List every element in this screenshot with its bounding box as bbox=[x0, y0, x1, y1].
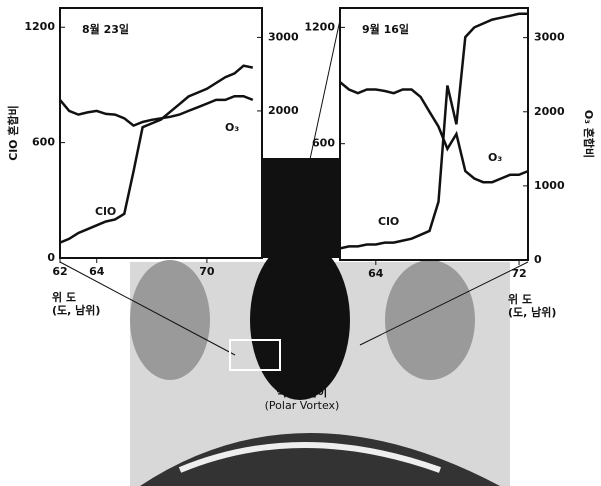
y-axis-label: ClO 혼합비 bbox=[6, 105, 20, 160]
vortex-column bbox=[262, 158, 340, 258]
y2-tick-label: 3000 bbox=[268, 30, 299, 43]
caption: 극소용돌이 bbox=[277, 385, 328, 399]
x-axis-label: 위 도 bbox=[508, 293, 532, 306]
vortex-core bbox=[250, 240, 350, 400]
x-axis-label: (도, 남위) bbox=[508, 306, 556, 319]
y2-tick-label: 0 bbox=[534, 253, 542, 266]
y2-axis-label: O₃ 혼합비 bbox=[582, 110, 596, 158]
x-tick-label: 64 bbox=[368, 267, 384, 280]
y-tick-label: 0 bbox=[47, 251, 55, 264]
x-tick-label: 70 bbox=[199, 265, 215, 278]
figure: 극소용돌이 (Polar Vortex) 8월 23일 0 600 1200 2000 3… bbox=[0, 0, 601, 486]
y2-tick-label: 3000 bbox=[534, 31, 565, 44]
x-tick-label: 64 bbox=[89, 265, 105, 278]
x-tick-label: 62 bbox=[52, 265, 67, 278]
y-tick-label: 1200 bbox=[304, 20, 335, 33]
y-tick-label: 600 bbox=[312, 137, 335, 150]
image-shade bbox=[385, 260, 475, 380]
x-axis-label: (도, 남위) bbox=[52, 304, 100, 317]
series-label: O₃ bbox=[488, 151, 502, 164]
y2-tick-label: 2000 bbox=[268, 104, 299, 117]
series-label: O₃ bbox=[225, 121, 239, 134]
caption: (Polar Vortex) bbox=[265, 399, 340, 412]
chart-title: 9월 16일 bbox=[362, 22, 409, 36]
y2-tick-label: 2000 bbox=[534, 105, 565, 118]
y2-tick-label: 1000 bbox=[534, 179, 565, 192]
x-axis-label: 위 도 bbox=[52, 291, 76, 304]
y-tick-label: 600 bbox=[32, 136, 55, 149]
series-label: ClO bbox=[378, 215, 399, 228]
y-tick-label: 1200 bbox=[24, 20, 55, 33]
series-label: ClO bbox=[95, 205, 116, 218]
plot-frame bbox=[340, 8, 528, 260]
chart-title: 8월 23일 bbox=[82, 22, 129, 36]
x-tick-label: 72 bbox=[511, 267, 526, 280]
